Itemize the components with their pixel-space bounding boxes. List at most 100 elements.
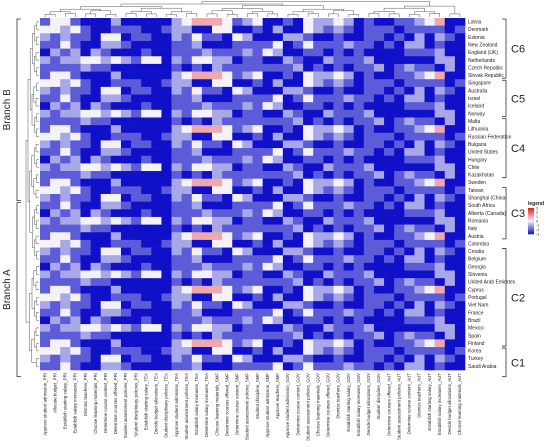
heatmap-cell [141,194,152,202]
heatmap-cell [131,63,142,72]
heatmap-cell [120,125,132,134]
legend-tick: 1 [536,215,538,219]
heatmap-cell [90,247,102,256]
heatmap-cell [110,255,122,264]
column-label: Dismiss teachers_GOV [336,373,341,419]
heatmap-cell [373,48,385,57]
heatmap-cell [434,163,446,172]
heatmap-cell [242,125,253,134]
heatmap-cell [50,102,61,111]
heatmap-cell [80,347,91,355]
dendrogram-link [429,13,440,17]
heatmap-cell [181,362,193,371]
heatmap-cell [201,255,213,264]
heatmap-cell [110,79,122,88]
heatmap-cell [70,33,81,42]
heatmap-cell [454,18,466,26]
heatmap-cell [424,339,435,348]
heatmap-cell [373,109,385,118]
heatmap-cell [70,194,81,202]
heatmap-cell [282,40,294,49]
heatmap-cell [131,18,142,26]
heatmap-cell [353,347,365,355]
heatmap-cell [454,301,466,310]
heatmap-cell [373,354,385,363]
heatmap-cell [60,178,71,187]
heatmap-cell [363,201,375,210]
heatmap-cell [222,293,233,302]
heatmap-cell [80,278,91,287]
heatmap-cell [80,232,91,241]
heatmap-cell [60,201,71,210]
row-label: Hungary [468,157,487,163]
heatmap-cell [424,331,435,340]
column-label: Dismiss teachers_PRI [83,373,88,416]
heatmap-cell [232,94,243,103]
heatmap-cell [212,125,223,134]
heatmap-cell [242,216,253,225]
column-label: Choose learning materials_SMF [214,373,219,436]
heatmap-cell [394,354,405,363]
heatmap-cell [232,239,243,248]
heatmap-cell [120,362,132,371]
heatmap-cell [201,224,213,233]
heatmap-cell [384,109,395,118]
heatmap-cell [323,255,334,264]
heatmap-cell [434,178,446,187]
heatmap-cell [171,117,182,126]
heatmap-cell [394,324,405,333]
heatmap-cell [60,117,71,126]
heatmap-cell [50,148,61,157]
heatmap-cell [232,163,243,172]
row-label: Slovak Republic [468,73,504,79]
heatmap-cell [394,239,405,248]
heatmap-cell [50,278,61,287]
heatmap-cell [141,148,152,157]
heatmap-cell [434,63,446,72]
heatmap-cell [313,94,324,103]
heatmap-cell [454,201,466,210]
heatmap-cell [191,125,203,134]
heatmap-cell [80,239,91,248]
heatmap-cell [363,224,375,233]
heatmap-cell [40,347,51,355]
heatmap-cell [303,293,314,302]
heatmap-cell [373,86,385,95]
heatmap-cell [70,216,81,225]
heatmap-cell [131,255,142,264]
heatmap-cell [151,209,162,218]
heatmap-cell [40,63,51,72]
heatmap-cell [454,278,466,287]
heatmap-cell [50,339,61,348]
heatmap-cell [191,171,203,179]
legend-swatch [528,229,534,232]
heatmap-grid [40,18,466,371]
heatmap-cell [242,155,253,164]
heatmap-cell [292,247,304,256]
heatmap-cell [161,186,172,195]
heatmap-cell [50,186,61,195]
heatmap-cell [454,339,466,348]
cluster-bracket [502,118,507,179]
heatmap-cell [50,48,61,57]
heatmap-cell [100,331,112,340]
heatmap-cell [394,25,405,34]
heatmap-cell [151,316,162,325]
heatmap-cell [373,331,385,340]
heatmap-cell [50,331,61,340]
row-label: Cyprus [468,287,484,293]
heatmap-cell [242,102,253,111]
heatmap-cell [414,194,425,202]
heatmap-cell [50,178,61,187]
heatmap-cell [151,79,162,88]
heatmap-cell [292,362,304,371]
heatmap-cell [60,194,71,202]
heatmap-cell [242,324,253,333]
heatmap-cell [384,247,395,256]
heatmap-cell [282,140,294,149]
heatmap-cell [201,40,213,49]
heatmap-cell [141,201,152,210]
heatmap-cell [353,262,365,271]
heatmap-cell [131,178,142,187]
